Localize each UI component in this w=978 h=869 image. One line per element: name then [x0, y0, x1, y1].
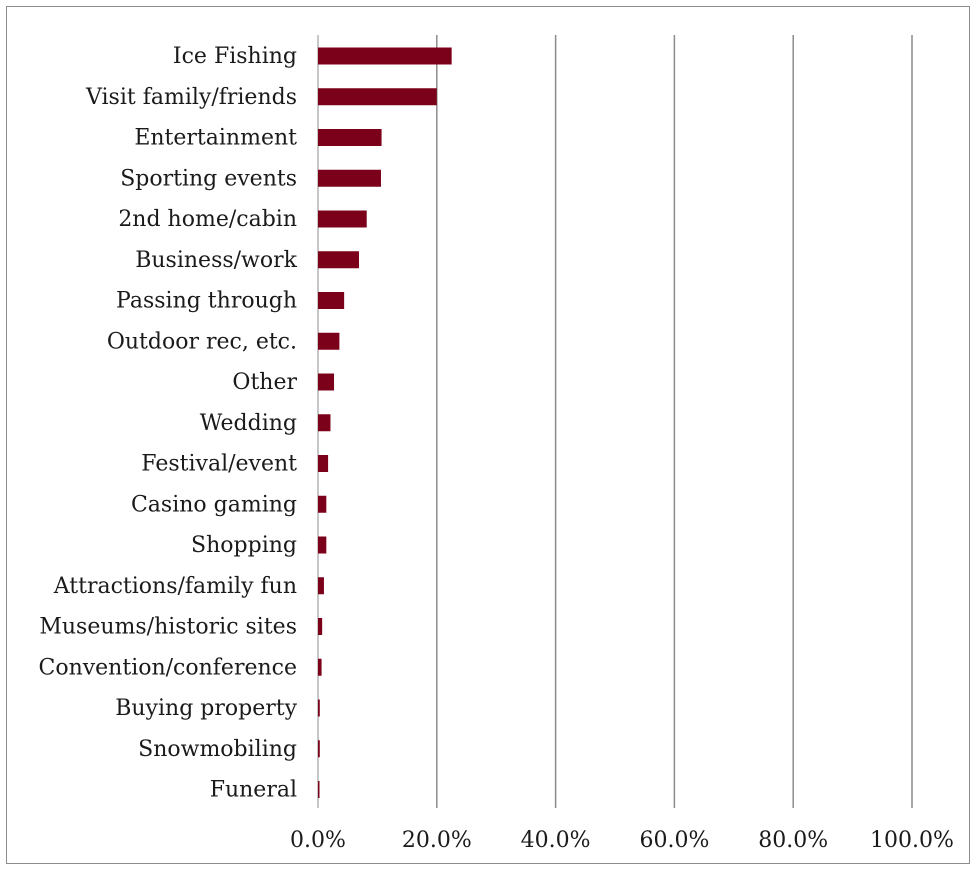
bar-13: [318, 577, 324, 595]
bar-15: [318, 658, 322, 676]
x-tick-label: 80.0%: [758, 828, 828, 853]
bar-6: [318, 292, 345, 309]
x-tick-label: 100.0%: [870, 828, 954, 853]
x-tick-label: 40.0%: [521, 828, 591, 853]
category-label: Sporting events: [120, 166, 297, 191]
bar-3: [318, 169, 381, 187]
chart-frame: [6, 6, 970, 864]
x-tick-labels: 0.0% 20.0% 40.0% 60.0% 80.0% 100.0%: [290, 828, 954, 853]
category-label: Snowmobiling: [138, 737, 297, 762]
category-label: 2nd home/cabin: [118, 207, 297, 232]
bar-9: [318, 414, 331, 432]
category-label: Business/work: [135, 248, 297, 273]
bar-8: [318, 373, 335, 391]
category-label: Shopping: [191, 533, 297, 558]
bar-2: [318, 129, 382, 146]
bar-5: [318, 251, 359, 269]
bar-12: [318, 536, 327, 554]
bar-10: [318, 455, 329, 472]
category-label: Visit family/friends: [85, 85, 297, 110]
category-label: Buying property: [115, 696, 297, 721]
category-label: Festival/event: [141, 452, 297, 477]
bar-7: [318, 332, 340, 350]
bar-11: [318, 495, 327, 513]
bars: [318, 47, 452, 798]
category-label: Museums/historic sites: [39, 615, 297, 640]
x-tick-label: 60.0%: [639, 828, 709, 853]
bar-14: [318, 618, 323, 635]
bar-4: [318, 210, 367, 228]
bar-1: [318, 88, 437, 106]
category-label: Attractions/family fun: [53, 574, 297, 599]
category-label: Funeral: [210, 778, 297, 803]
category-label: Wedding: [200, 411, 297, 436]
category-label: Convention/conference: [38, 655, 297, 680]
category-labels: Ice Fishing Visit family/friends Entertain…: [38, 44, 297, 803]
gridlines: [317, 35, 913, 808]
category-label: Passing through: [116, 289, 297, 314]
bar-0: [318, 47, 452, 65]
bar-17: [318, 740, 320, 758]
category-label: Entertainment: [134, 126, 297, 151]
category-label: Outdoor rec, etc.: [107, 329, 297, 354]
bar-16: [318, 699, 320, 717]
bar-18: [318, 781, 320, 798]
x-tick-label: 0.0%: [290, 828, 346, 853]
category-label: Casino gaming: [131, 492, 297, 517]
category-label: Other: [232, 370, 297, 395]
x-tick-label: 20.0%: [402, 828, 472, 853]
category-label: Ice Fishing: [173, 44, 297, 69]
